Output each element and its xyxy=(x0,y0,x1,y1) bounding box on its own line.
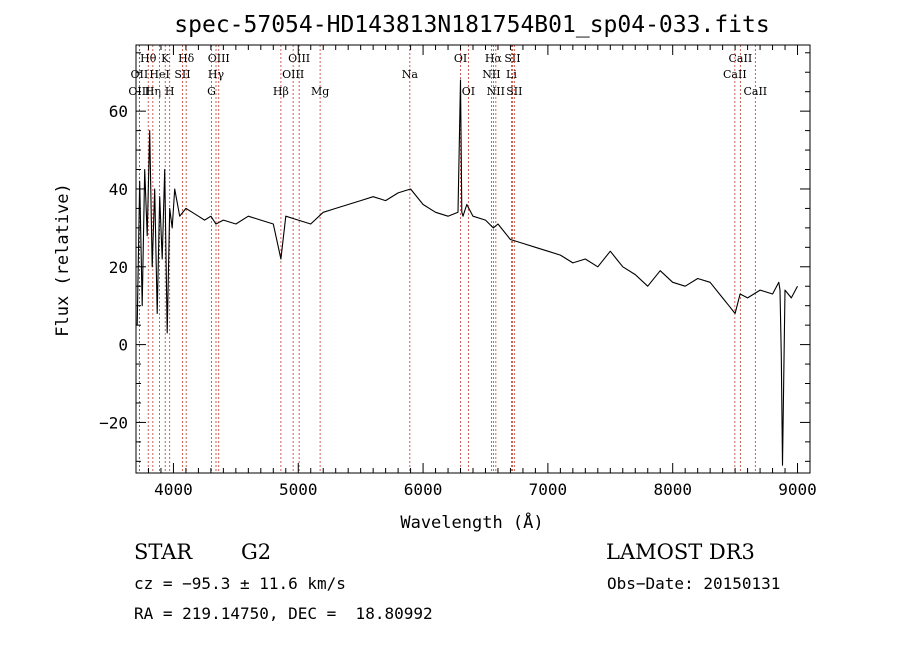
x-tick-label: 5000 xyxy=(279,480,318,499)
spectral-line-label: H xyxy=(165,85,175,98)
spectral-line-label: Hα xyxy=(485,52,503,65)
spectral-line-label: CaII xyxy=(723,68,747,81)
spectral-line-label: NII xyxy=(482,68,500,81)
spectral-line-label: Na xyxy=(402,68,419,81)
y-tick-label: −20 xyxy=(99,413,128,432)
spectral-line-label: Hθ xyxy=(140,52,157,65)
radial-velocity: cz = −95.3 ± 11.6 km/s xyxy=(134,574,346,593)
object-class: STAR xyxy=(134,540,193,564)
x-tick-label: 8000 xyxy=(653,480,692,499)
chart-title: spec-57054-HD143813N181754B01_sp04-033.f… xyxy=(174,12,769,38)
spectral-line-label: CaII xyxy=(729,52,753,65)
x-tick-label: 6000 xyxy=(404,480,443,499)
spectral-line-label: Li xyxy=(506,68,517,81)
spectral-line-label: NII xyxy=(487,85,505,98)
obs-date: Obs−Date: 20150131 xyxy=(607,574,780,593)
spectral-line-label: Hβ xyxy=(273,85,289,98)
spectral-line-label: OIII xyxy=(288,52,310,65)
spectral-line-label: Hη xyxy=(145,85,161,98)
y-tick-label: 40 xyxy=(109,180,128,199)
x-tick-label: 4000 xyxy=(154,480,193,499)
spectral-line-label: Mg xyxy=(311,85,329,98)
spectral-line-label: OI xyxy=(462,85,475,98)
survey-name: LAMOST DR3 xyxy=(606,540,755,564)
series-layer xyxy=(136,79,798,466)
x-tick-label: 7000 xyxy=(529,480,568,499)
y-tick-label: 60 xyxy=(109,102,128,121)
spectral-line-label: SII xyxy=(174,68,190,81)
y-axis-label: Flux (relative) xyxy=(53,183,73,337)
object-subclass: G2 xyxy=(241,540,271,564)
spectral-line-label: G xyxy=(207,85,216,98)
y-tick-label: 0 xyxy=(118,336,128,355)
axes: 4000 5000 6000 7000 8000 9000 −20 0 20 40 60 xyxy=(99,45,817,499)
spectral-line-label: SII xyxy=(506,85,522,98)
spectral-line-label: CaII xyxy=(743,85,767,98)
x-axis-label: Wavelength (Å) xyxy=(400,511,543,533)
spectral-line-label: Hγ xyxy=(208,68,225,81)
spectral-line-label: OIII xyxy=(208,52,230,65)
spectral-line-label: K xyxy=(161,52,170,65)
spectral-line-label: SII xyxy=(504,52,520,65)
series-line-flux xyxy=(136,79,798,466)
spectral-line-label: HeI xyxy=(149,68,169,81)
x-tick-label: 9000 xyxy=(778,480,817,499)
spectral-line-label: Hδ xyxy=(178,52,195,65)
coordinates: RA = 219.14750, DEC = 18.80992 xyxy=(134,604,433,623)
plot-frame xyxy=(135,44,811,474)
y-tick-label: 20 xyxy=(109,258,128,277)
spectral-line-label: OI xyxy=(454,52,467,65)
spectral-line-label: OIII xyxy=(282,68,304,81)
